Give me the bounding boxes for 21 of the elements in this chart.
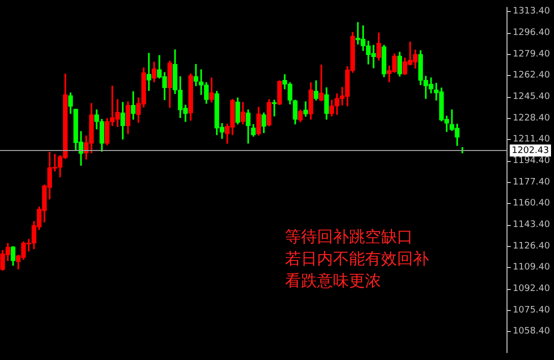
y-tick-label: 1296.40 xyxy=(512,28,550,38)
candlestick xyxy=(194,64,198,86)
y-tick-label: 1092.40 xyxy=(512,284,550,294)
y-tick-label: 1194.40 xyxy=(512,156,550,166)
y-tick-label: 1126.40 xyxy=(512,241,550,252)
y-tick-label: 1211.40 xyxy=(512,134,550,145)
y-tick-label: 1109.40 xyxy=(512,262,550,273)
annotation: 看跌意味更浓 xyxy=(285,270,382,292)
y-tick-label: 1279.40 xyxy=(512,49,550,60)
y-tick-label: 1143.40 xyxy=(512,220,550,230)
y-tick-label: 1075.40 xyxy=(512,305,550,316)
annotation: 等待回补跳空缺口 xyxy=(285,226,414,248)
y-tick-label: 1313.40 xyxy=(512,6,550,17)
y-tick-label: 1262.40 xyxy=(512,70,550,81)
ref-line-label: 1202.43 xyxy=(512,146,549,156)
y-tick-label: 1058.40 xyxy=(512,326,550,337)
y-tick-label: 1228.40 xyxy=(512,113,550,124)
y-tick-label: 1245.40 xyxy=(512,92,550,102)
annotation: 若日内不能有效回补 xyxy=(285,248,429,270)
y-tick-label: 1160.40 xyxy=(512,198,550,209)
y-tick-label: 1177.40 xyxy=(512,177,550,188)
